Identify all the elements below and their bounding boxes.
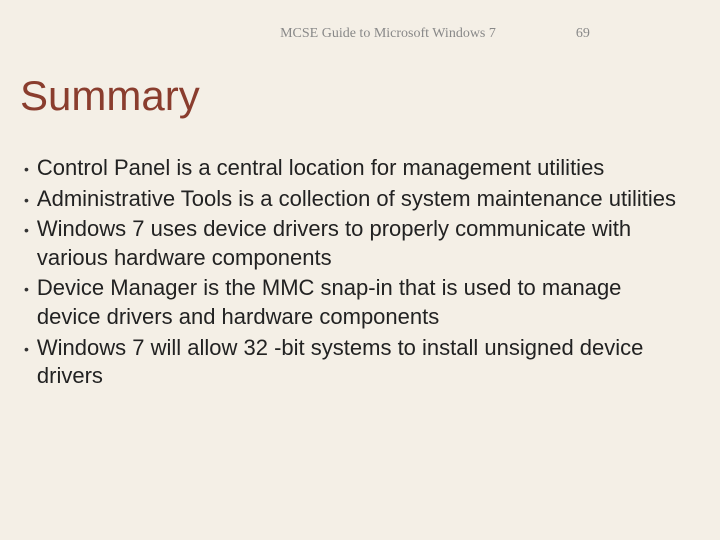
list-item: • Device Manager is the MMC snap-in that… <box>24 274 690 331</box>
header-title: MCSE Guide to Microsoft Windows 7 <box>280 26 496 42</box>
slide-title: Summary <box>20 72 200 120</box>
bullet-text: Windows 7 uses device drivers to properl… <box>37 215 690 272</box>
bullet-icon: • <box>24 340 29 358</box>
bullet-icon: • <box>24 191 29 209</box>
bullet-icon: • <box>24 280 29 298</box>
bullet-text: Device Manager is the MMC snap-in that i… <box>37 274 690 331</box>
header-page-number: 69 <box>576 26 590 42</box>
bullet-icon: • <box>24 160 29 178</box>
bullet-list: • Control Panel is a central location fo… <box>24 154 690 393</box>
slide-header: MCSE Guide to Microsoft Windows 7 69 <box>0 26 720 42</box>
bullet-icon: • <box>24 221 29 239</box>
bullet-text: Administrative Tools is a collection of … <box>37 185 676 214</box>
bullet-text: Control Panel is a central location for … <box>37 154 604 183</box>
list-item: • Control Panel is a central location fo… <box>24 154 690 183</box>
list-item: • Administrative Tools is a collection o… <box>24 185 690 214</box>
list-item: • Windows 7 will allow 32 -bit systems t… <box>24 334 690 391</box>
list-item: • Windows 7 uses device drivers to prope… <box>24 215 690 272</box>
bullet-text: Windows 7 will allow 32 -bit systems to … <box>37 334 690 391</box>
